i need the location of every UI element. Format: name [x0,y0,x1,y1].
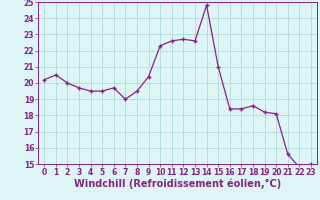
X-axis label: Windchill (Refroidissement éolien,°C): Windchill (Refroidissement éolien,°C) [74,179,281,189]
